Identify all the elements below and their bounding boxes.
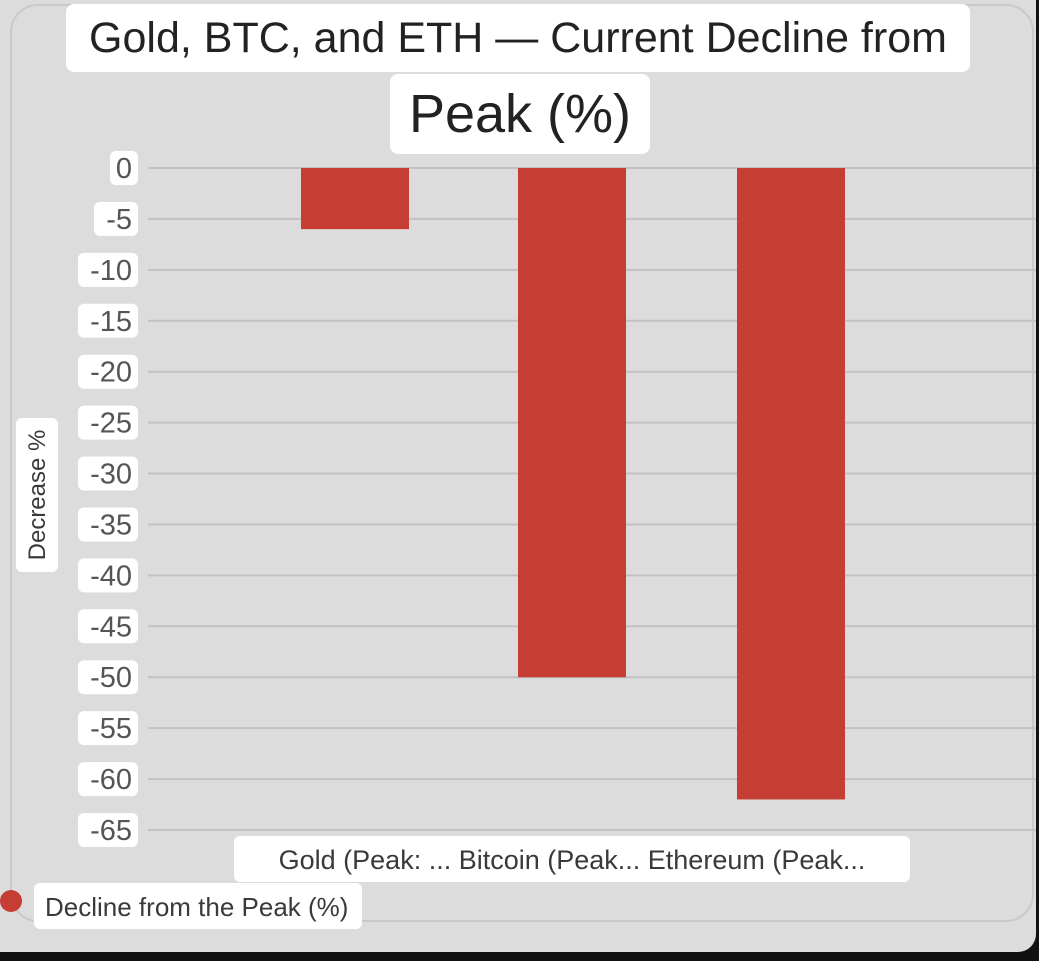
y-tick-label-bg [78, 405, 138, 440]
bar [301, 168, 409, 230]
y-tick-label: 0 [116, 153, 132, 185]
y-tick-label: -25 [90, 408, 132, 440]
y-tick-label-bg [78, 558, 138, 593]
y-tick-label-bg [78, 507, 138, 542]
y-axis-title: Decrease % [24, 430, 51, 561]
y-tick-label: -10 [90, 255, 132, 287]
y-tick-label: -50 [90, 662, 132, 694]
y-tick-label-bg [78, 813, 138, 847]
y-tick-label-bg [78, 660, 138, 695]
y-tick-label-bg [78, 252, 138, 287]
y-tick-label: -35 [90, 509, 132, 541]
chart-title-line-2: Peak (%) [390, 74, 650, 154]
y-tick-label-bg [78, 354, 138, 389]
y-tick-label: -60 [90, 764, 132, 796]
y-tick-label: -45 [90, 611, 132, 643]
y-tick-label: -20 [90, 357, 132, 389]
y-tick-label-bg [110, 151, 138, 185]
y-tick-label: -40 [90, 560, 132, 592]
bar [737, 168, 845, 800]
y-tick-label: -65 [90, 815, 132, 847]
x-axis-label-bg [234, 836, 910, 882]
legend-marker-icon [0, 890, 22, 912]
y-axis-title-bg [16, 418, 58, 572]
y-tick-label: -55 [90, 713, 132, 745]
y-tick-label-bg [78, 456, 138, 491]
y-tick-label-bg [78, 609, 138, 644]
y-tick-label-bg [78, 303, 138, 338]
y-tick-label-bg [78, 762, 138, 797]
y-tick-label: -15 [90, 306, 132, 338]
bar [518, 168, 626, 678]
y-tick-label: -5 [106, 204, 132, 236]
chart-title-line-1: Gold, BTC, and ETH — Current Decline fro… [66, 4, 970, 72]
x-axis-category-labels: Gold (Peak: ... Bitcoin (Peak... Ethereu… [279, 845, 866, 875]
legend-label-bg [34, 883, 362, 929]
y-tick-label: -30 [90, 459, 132, 491]
y-tick-label-bg [94, 201, 138, 236]
y-tick-label-bg [78, 711, 138, 746]
legend-label: Decline from the Peak (%) [45, 892, 348, 922]
